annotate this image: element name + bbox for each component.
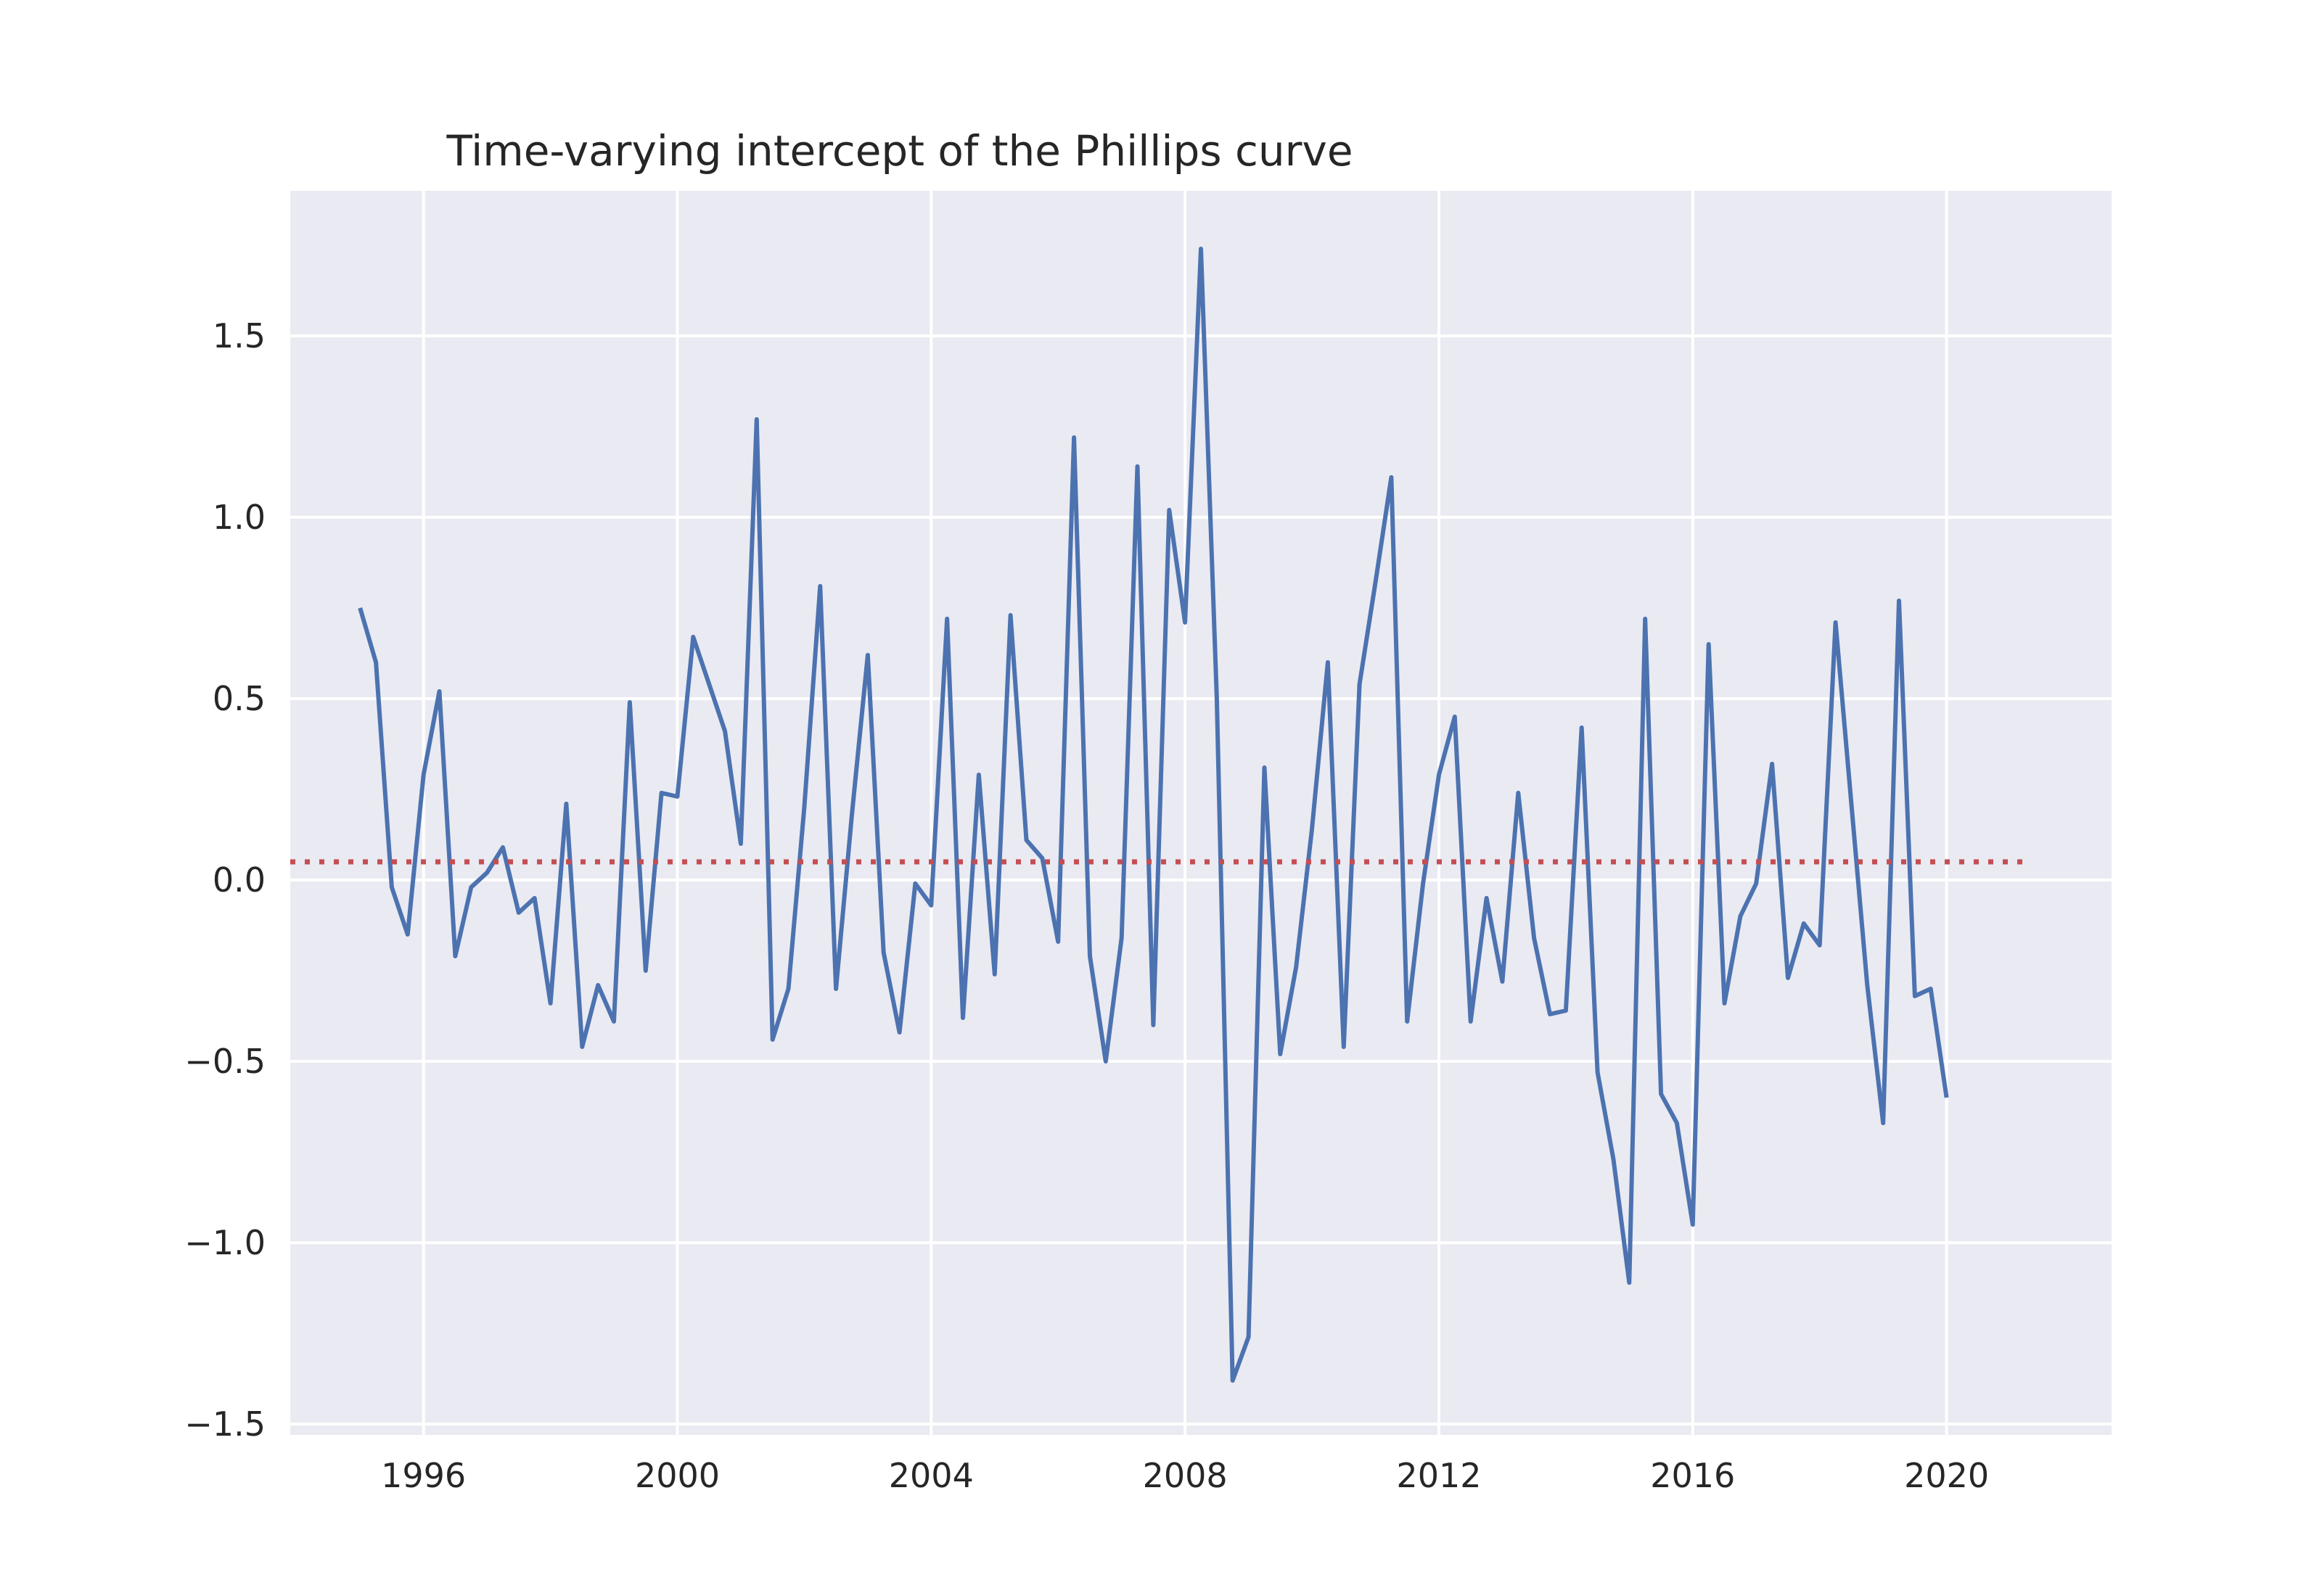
y-tick-label: −1.5 bbox=[184, 1404, 266, 1444]
x-tick-label: 1996 bbox=[381, 1456, 466, 1495]
y-tick-label: 1.0 bbox=[213, 498, 266, 537]
y-axis-ticks: −1.5 −1.0 −0.5 0.0 0.5 1.0 1.5 bbox=[184, 316, 266, 1444]
x-tick-label: 2000 bbox=[635, 1456, 720, 1495]
x-tick-label: 2012 bbox=[1396, 1456, 1481, 1495]
plot-area bbox=[290, 191, 2112, 1435]
y-tick-label: −1.0 bbox=[184, 1223, 266, 1262]
series-layer bbox=[290, 247, 2030, 1383]
y-tick-label: 0.5 bbox=[213, 679, 266, 718]
x-axis-ticks: 1996 2000 2004 2008 2012 2016 2020 bbox=[381, 1456, 1989, 1495]
y-tick-label: −0.5 bbox=[184, 1042, 266, 1081]
x-tick-label: 2008 bbox=[1143, 1456, 1228, 1495]
grid bbox=[290, 191, 2112, 1435]
x-tick-label: 2004 bbox=[889, 1456, 974, 1495]
x-tick-label: 2020 bbox=[1904, 1456, 1989, 1495]
series-line bbox=[358, 247, 1949, 1383]
chart-title: Time-varying intercept of the Phillips c… bbox=[446, 126, 1353, 176]
y-tick-label: 0.0 bbox=[213, 860, 266, 900]
y-tick-label: 1.5 bbox=[213, 316, 266, 355]
x-tick-label: 2016 bbox=[1650, 1456, 1735, 1495]
